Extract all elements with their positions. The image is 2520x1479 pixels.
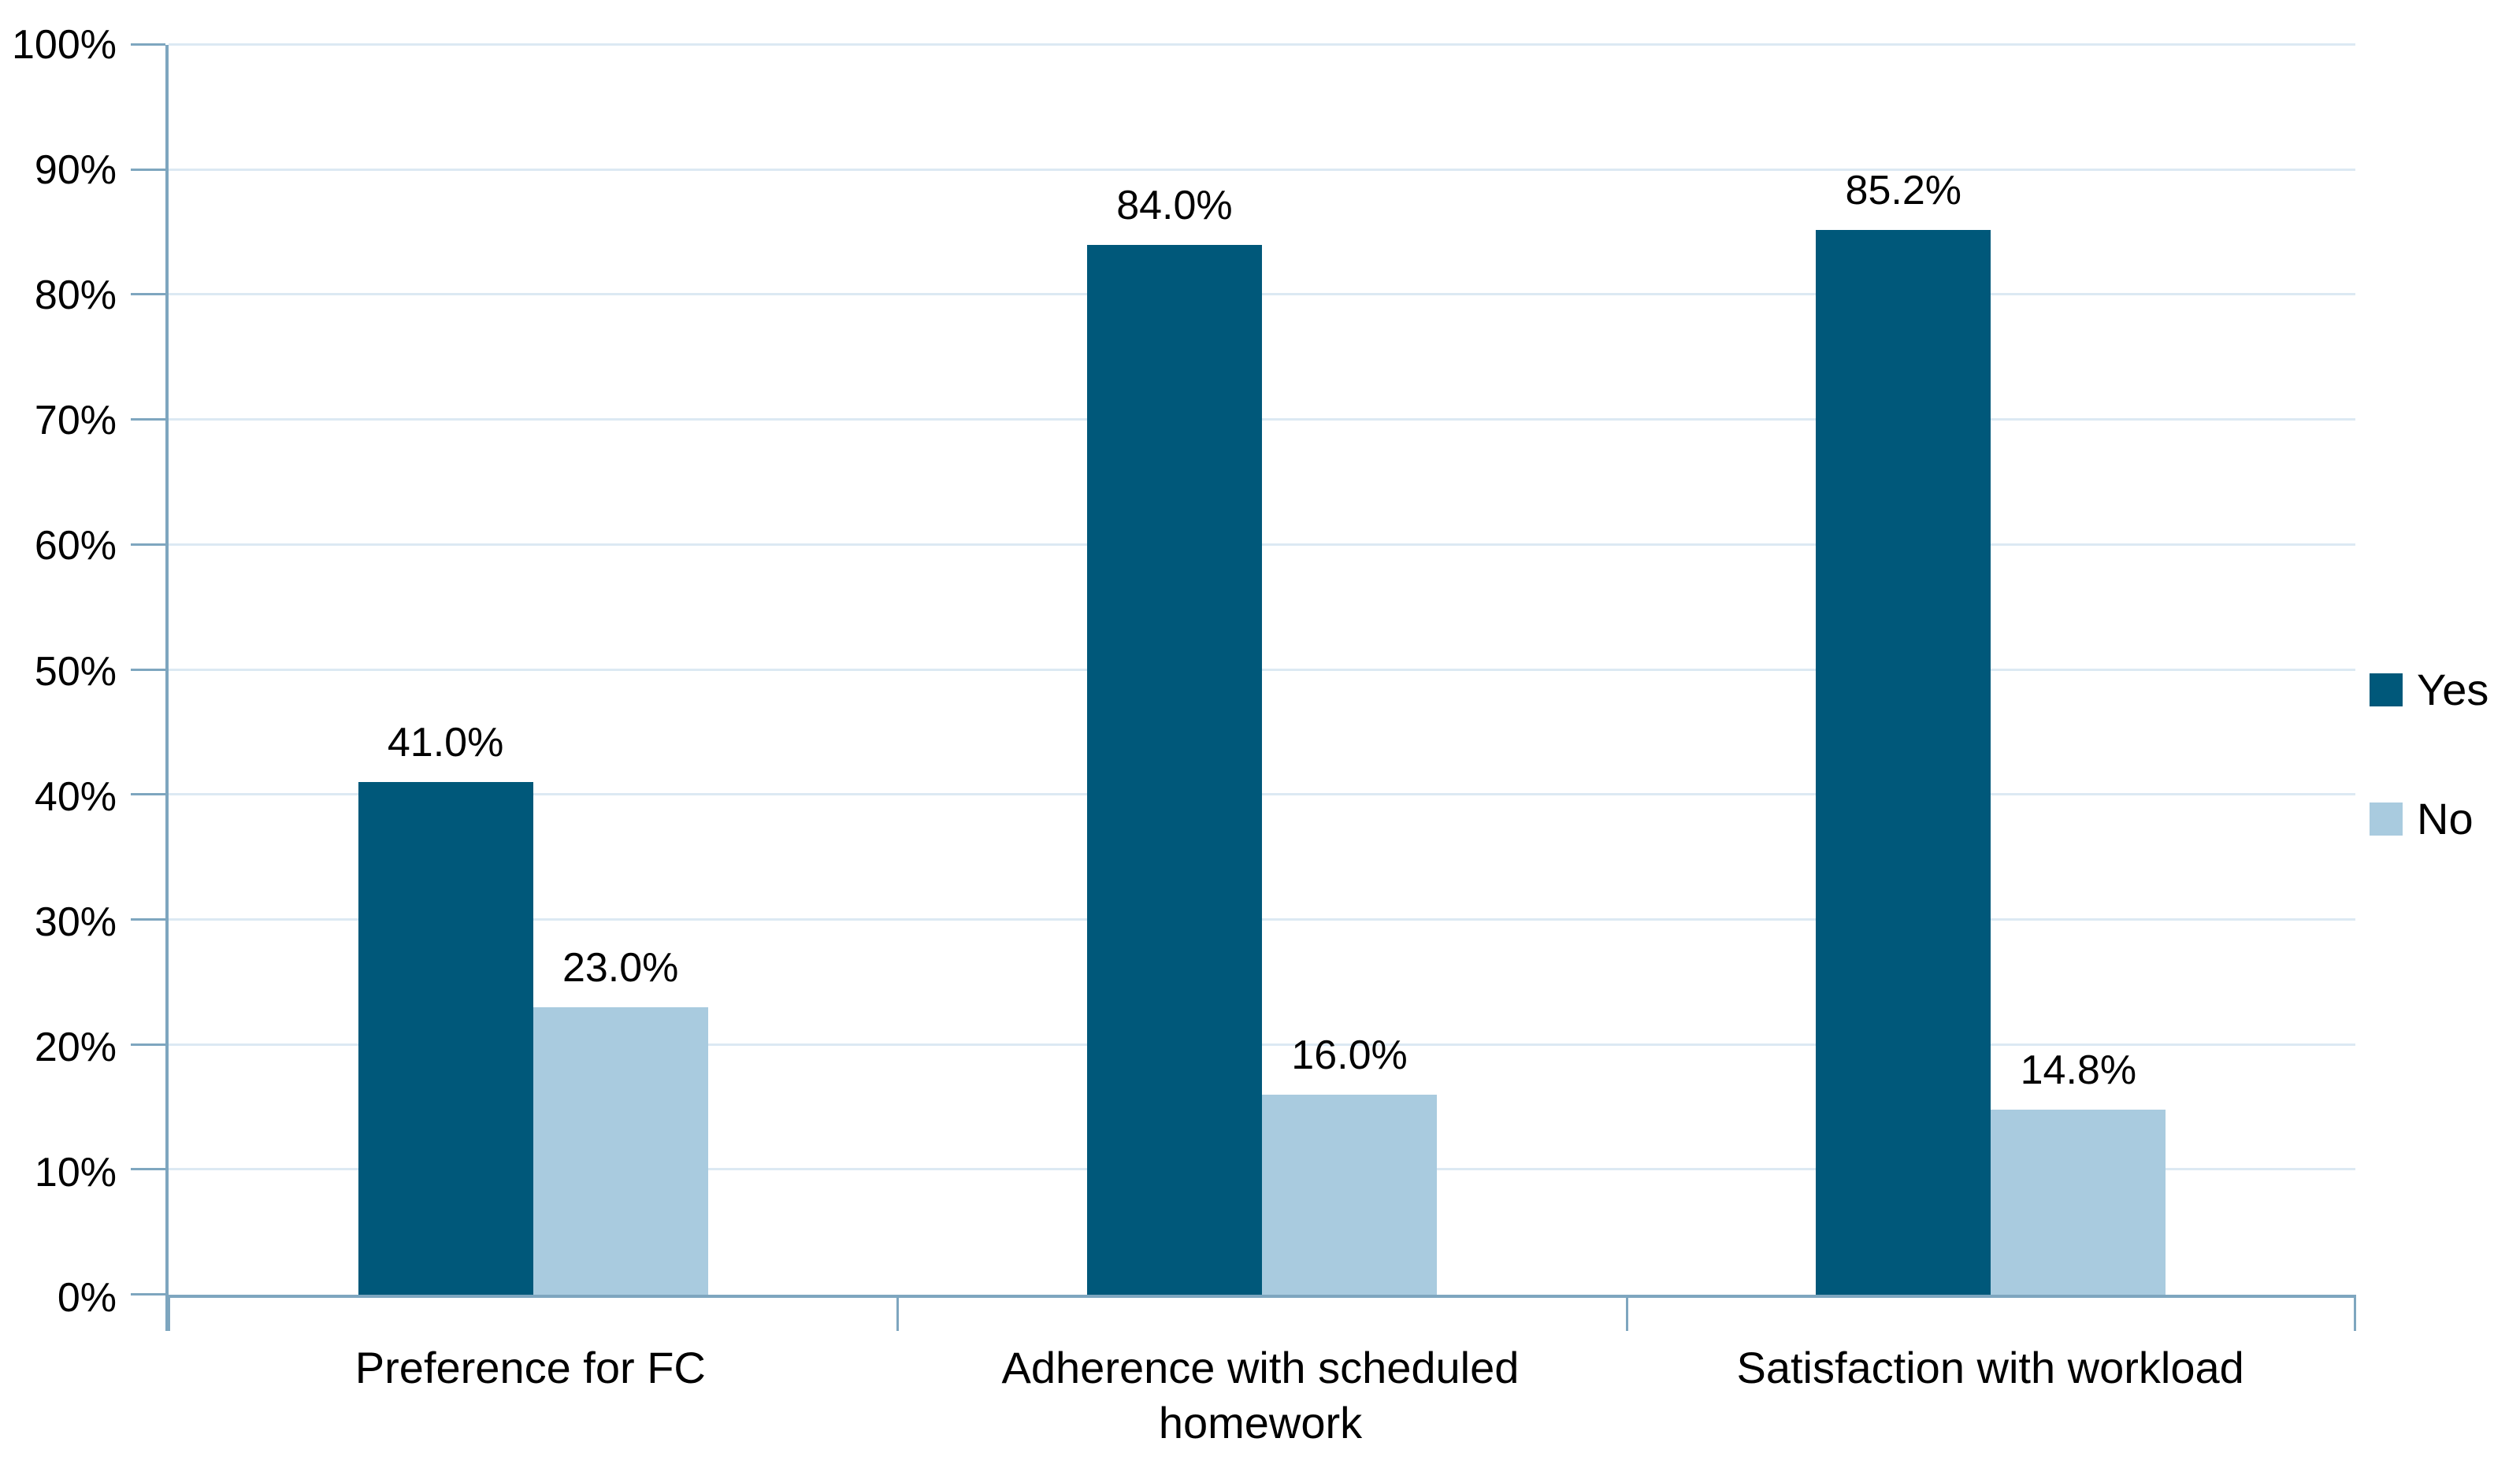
y-axis-tick [131,418,165,421]
data-label: 23.0% [562,945,679,991]
x-axis-labels: Preference for FC Adherence with schedule… [165,1340,2355,1451]
bar-no: 16.0% [1261,1033,1438,1295]
data-label: 14.8% [2020,1047,2137,1094]
bar-group: 84.0% 16.0% [897,45,1626,1295]
y-axis-label: 70% [34,398,117,444]
gridline [169,1043,2355,1046]
y-axis-labels: 0% 10% 20% 30% 40% 50% 60% 70% 80% 90% 100% [0,22,118,1321]
y-axis-tick [131,543,165,546]
category-label-cell: Adherence with scheduled homework [896,1340,1626,1451]
bar-group: 85.2% 14.8% [1627,45,2355,1295]
y-axis-tick [131,1168,165,1171]
gridline [169,668,2355,671]
y-axis-label: 80% [34,272,117,319]
y-axis-tick [131,793,165,796]
y-axis-tick [131,43,165,46]
category-label: Adherence with scheduled homework [1001,1343,1520,1447]
gridline [169,43,2355,46]
gridline [169,293,2355,296]
data-label: 16.0% [1291,1032,1408,1079]
bar-group: 41.0% 23.0% [169,45,897,1295]
y-axis-label: 60% [34,523,117,569]
legend-swatch [2370,673,2403,706]
data-label: 84.0% [1116,182,1233,228]
data-label: 85.2% [1845,167,1961,213]
y-axis-tick [131,168,165,171]
gridline [169,168,2355,171]
data-label: 41.0% [387,720,504,766]
y-axis-tick [131,293,165,296]
legend-swatch [2370,803,2403,836]
gridline [169,917,2355,921]
bar-no: 23.0% [533,946,708,1295]
bar-no: 14.8% [1991,1048,2166,1295]
y-axis-label: 50% [34,648,117,695]
y-axis-label: 30% [34,899,117,945]
plot-area: 41.0% 23.0% 84.0% 16.0% 85.2% 14.8% [131,43,2356,1331]
y-axis-tick [131,1043,165,1046]
bar-yes: 41.0% [358,721,533,1295]
category-label: Satisfaction with workload [1736,1343,2244,1392]
gridline [169,543,2355,546]
category-label-cell: Preference for FC [165,1340,896,1451]
bar-yes: 85.2% [1816,169,1991,1295]
x-axis-tick [2354,1295,2356,1331]
y-axis-label: 20% [34,1024,117,1070]
x-axis-tick [168,1295,170,1331]
x-axis-tick [896,1295,900,1331]
y-axis-label: 10% [34,1149,117,1195]
gridline [169,793,2355,796]
legend-item: No [2370,795,2488,843]
y-axis-label: 100% [12,22,117,68]
legend: Yes No [2370,666,2488,843]
gridline [169,418,2355,421]
legend-label: Yes [2417,665,2489,714]
legend-item: Yes [2370,666,2488,714]
x-axis-tick [1625,1295,1628,1331]
legend-label: No [2417,794,2474,843]
category-label-cell: Satisfaction with workload [1625,1340,2355,1451]
y-axis-label: 40% [34,773,117,820]
bar-yes: 84.0% [1086,183,1262,1295]
y-axis-tick [131,1293,165,1296]
category-label: Preference for FC [354,1343,706,1392]
y-axis-label: 90% [34,147,117,194]
y-axis-tick [131,917,165,921]
y-axis-tick [131,668,165,671]
y-axis-label: 0% [57,1275,117,1321]
